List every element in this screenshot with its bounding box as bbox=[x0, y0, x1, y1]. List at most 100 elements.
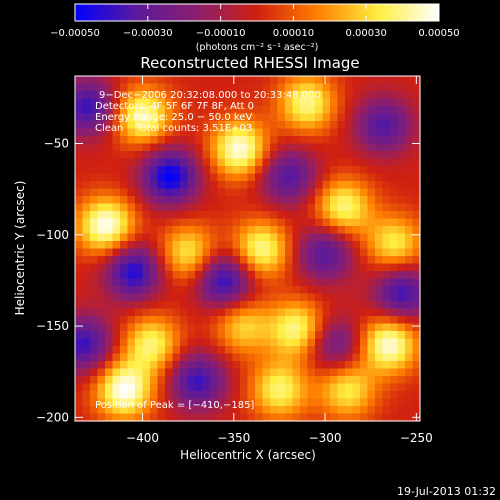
heatmap-cell bbox=[135, 106, 144, 115]
heatmap-cell bbox=[375, 188, 384, 197]
heatmap-cell bbox=[375, 361, 384, 370]
heatmap-cell bbox=[127, 166, 136, 175]
heatmap-cell bbox=[315, 286, 324, 295]
heatmap-cell bbox=[135, 151, 144, 160]
heatmap-cell bbox=[292, 91, 301, 100]
heatmap-cell bbox=[300, 173, 309, 182]
heatmap-cell bbox=[142, 128, 151, 137]
heatmap-cell bbox=[255, 181, 264, 190]
heatmap-cell bbox=[397, 278, 406, 287]
heatmap-cell bbox=[292, 76, 301, 85]
heatmap-cell bbox=[247, 106, 256, 115]
heatmap-cell bbox=[240, 203, 249, 212]
heatmap-cell bbox=[105, 301, 114, 310]
heatmap-cell bbox=[277, 391, 286, 400]
heatmap-cell bbox=[345, 173, 354, 182]
colorbar-unit-label: (photons cm⁻² s⁻¹ asec⁻²) bbox=[196, 42, 319, 53]
heatmap-cell bbox=[232, 323, 241, 332]
heatmap-cell bbox=[382, 106, 391, 115]
heatmap-cell bbox=[120, 293, 129, 302]
heatmap-cell bbox=[285, 203, 294, 212]
heatmap-cell bbox=[300, 391, 309, 400]
heatmap-cell bbox=[255, 301, 264, 310]
heatmap-cell bbox=[225, 338, 234, 347]
heatmap-cell bbox=[345, 293, 354, 302]
heatmap-cell bbox=[405, 226, 414, 235]
heatmap-cell bbox=[390, 76, 399, 85]
heatmap-cell bbox=[232, 368, 241, 377]
heatmap-cell bbox=[300, 398, 309, 407]
heatmap-cell bbox=[127, 248, 136, 257]
heatmap-cell bbox=[142, 83, 151, 92]
heatmap-cell bbox=[217, 338, 226, 347]
heatmap-cell bbox=[120, 98, 129, 107]
heatmap-cell bbox=[135, 121, 144, 130]
heatmap-cell bbox=[405, 98, 414, 107]
heatmap-cell bbox=[82, 316, 91, 325]
heatmap-cell bbox=[135, 128, 144, 137]
heatmap-cell bbox=[112, 248, 121, 257]
heatmap-cell bbox=[277, 136, 286, 145]
heatmap-cell bbox=[322, 241, 331, 250]
heatmap-cell bbox=[360, 323, 369, 332]
heatmap-cell bbox=[150, 98, 159, 107]
heatmap-cell bbox=[255, 83, 264, 92]
heatmap-cell bbox=[300, 323, 309, 332]
heatmap-cell bbox=[97, 368, 106, 377]
heatmap-cell bbox=[97, 308, 106, 317]
heatmap-cell bbox=[120, 166, 129, 175]
heatmap-cell bbox=[180, 263, 189, 272]
heatmap-cell bbox=[315, 151, 324, 160]
heatmap-cell bbox=[292, 391, 301, 400]
heatmap-cell bbox=[367, 196, 376, 205]
heatmap-cell bbox=[390, 136, 399, 145]
heatmap-cell bbox=[127, 188, 136, 197]
heatmap-cell bbox=[135, 271, 144, 280]
heatmap-cell bbox=[232, 338, 241, 347]
heatmap-cell bbox=[277, 233, 286, 242]
heatmap-cell bbox=[127, 308, 136, 317]
heatmap-cell bbox=[240, 323, 249, 332]
heatmap-cell bbox=[412, 218, 421, 227]
heatmap-cell bbox=[240, 151, 249, 160]
heatmap-cell bbox=[247, 151, 256, 160]
y-axis: −50−100−150−200 bbox=[36, 137, 420, 424]
heatmap-cell bbox=[285, 308, 294, 317]
heatmap-cell bbox=[195, 263, 204, 272]
heatmap-cell bbox=[165, 406, 174, 415]
heatmap-cell bbox=[405, 301, 414, 310]
heatmap-cell bbox=[97, 353, 106, 362]
heatmap-cell bbox=[382, 406, 391, 415]
heatmap-cell bbox=[105, 323, 114, 332]
heatmap-cell bbox=[202, 136, 211, 145]
heatmap-cell bbox=[345, 166, 354, 175]
heatmap-cell bbox=[390, 308, 399, 317]
heatmap-cell bbox=[367, 241, 376, 250]
heatmap-cell bbox=[412, 361, 421, 370]
heatmap-cell bbox=[105, 293, 114, 302]
heatmap-cell bbox=[210, 271, 219, 280]
heatmap-cell bbox=[285, 241, 294, 250]
heatmap-cell bbox=[97, 413, 106, 422]
heatmap-cell bbox=[322, 263, 331, 272]
heatmap-cell bbox=[142, 256, 151, 265]
heatmap-cell bbox=[382, 308, 391, 317]
heatmap-cell bbox=[390, 293, 399, 302]
heatmap-cell bbox=[232, 346, 241, 355]
heatmap-cell bbox=[247, 361, 256, 370]
heatmap-cell bbox=[405, 263, 414, 272]
heatmap-cell bbox=[300, 233, 309, 242]
heatmap-cell bbox=[97, 143, 106, 152]
heatmap-cell bbox=[150, 391, 159, 400]
heatmap-cell bbox=[397, 188, 406, 197]
heatmap-cell bbox=[210, 316, 219, 325]
heatmap-cell bbox=[277, 376, 286, 385]
heatmap-cell bbox=[247, 128, 256, 137]
heatmap-cell bbox=[337, 151, 346, 160]
heatmap-cell bbox=[262, 383, 271, 392]
heatmap-cell bbox=[255, 136, 264, 145]
heatmap-cell bbox=[127, 286, 136, 295]
heatmap-cell bbox=[225, 331, 234, 340]
heatmap-cell bbox=[210, 248, 219, 257]
heatmap-cell bbox=[330, 181, 339, 190]
